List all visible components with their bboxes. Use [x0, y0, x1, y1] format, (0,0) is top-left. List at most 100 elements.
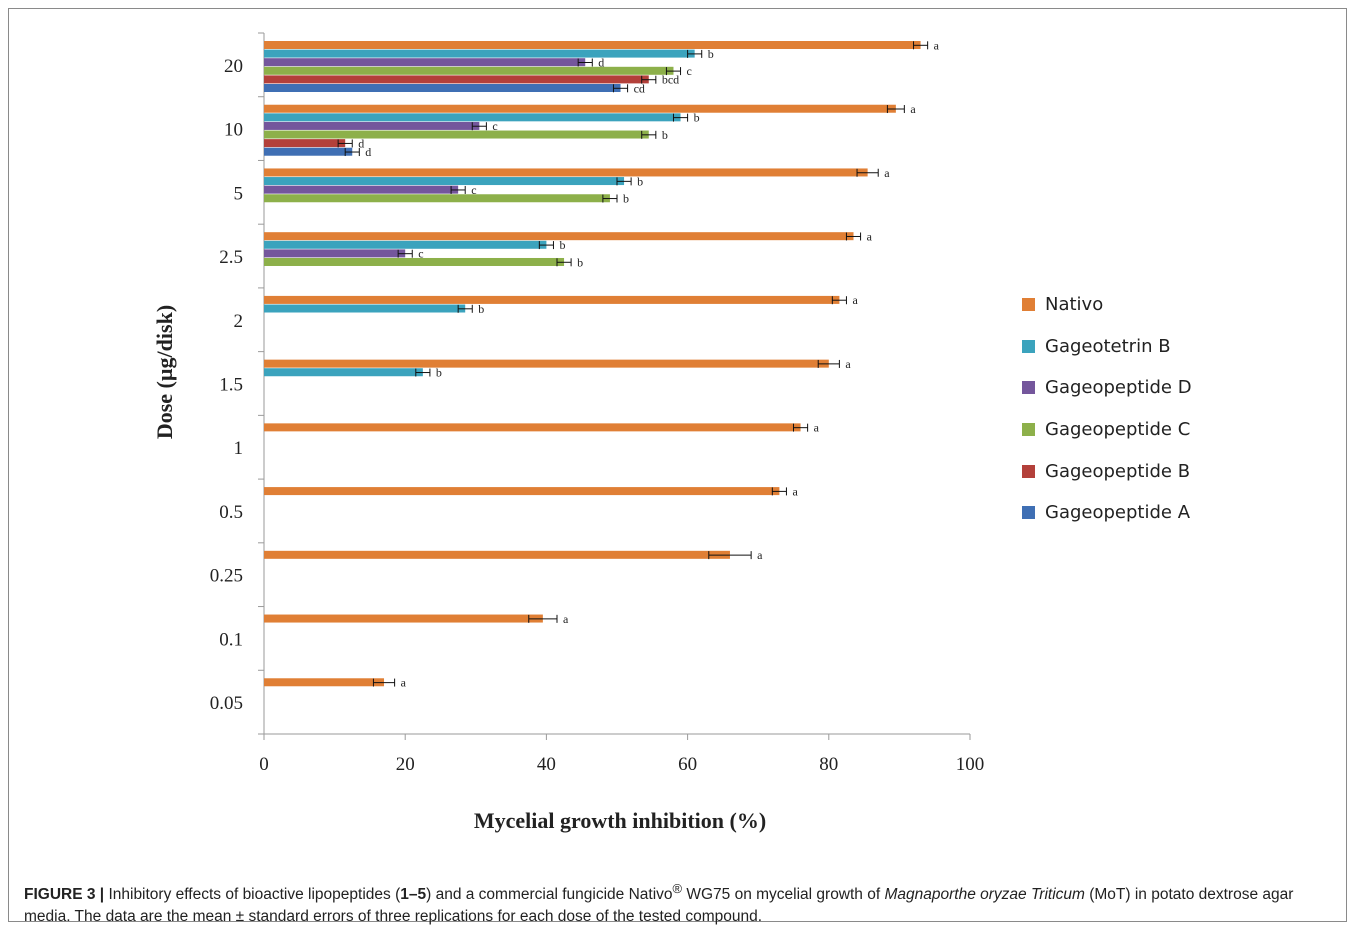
bar	[264, 66, 674, 75]
legend-entry: Gageopeptide A	[1022, 492, 1192, 534]
bar-chart: 0 20 40 60 80 100 20 10 5 2.5 2 1.5 1 0.5 0.25 0.1 0.05 a…	[152, 32, 985, 833]
bar	[264, 177, 625, 186]
caption-text-1: Inhibitory effects of bioactive lipopept…	[104, 886, 401, 904]
significance-label: c	[492, 119, 497, 133]
significance-label: b	[708, 47, 714, 61]
significance-label: d	[365, 145, 371, 159]
legend-swatch	[1022, 381, 1035, 395]
significance-label: bcd	[662, 73, 679, 87]
bar	[264, 41, 921, 49]
legend-entry: Gageopeptide D	[1022, 367, 1192, 409]
chart-legend: Nativo Gageotetrin B Gageopeptide D Gageope…	[1022, 284, 1192, 534]
caption-text-3: WG75 on mycelial growth of	[682, 886, 885, 904]
bar	[264, 249, 406, 258]
legend-entry: Gageopeptide B	[1022, 450, 1192, 492]
significance-label: a	[792, 484, 798, 498]
x-tick-label: 20	[396, 754, 415, 775]
y-tick-label: 20	[224, 56, 243, 77]
caption-text-2: ) and a commercial fungicide Nativo	[426, 886, 673, 904]
bar	[264, 194, 610, 203]
bar	[264, 614, 543, 623]
figure-frame	[8, 8, 1347, 922]
bar	[264, 130, 649, 139]
y-tick-label: 10	[224, 120, 243, 141]
significance-label: c	[471, 183, 476, 197]
bar	[264, 295, 840, 304]
significance-label: a	[934, 38, 940, 52]
legend-entry: Gageopeptide C	[1022, 409, 1192, 451]
x-tick-label: 40	[537, 754, 556, 775]
significance-label: a	[910, 102, 916, 116]
x-tick-label: 80	[819, 754, 838, 775]
caption-label: FIGURE 3 |	[24, 886, 105, 904]
x-axis-title: Mycelial growth inhibition (%)	[474, 808, 766, 833]
bar	[264, 257, 565, 266]
significance-label: b	[577, 255, 583, 269]
significance-label: b	[623, 192, 629, 206]
legend-swatch	[1022, 298, 1035, 312]
bar	[264, 84, 621, 92]
y-tick-label: 1.5	[219, 375, 243, 396]
bar	[264, 240, 547, 249]
bar	[264, 678, 385, 687]
significance-label: b	[559, 238, 565, 252]
y-tick-label: 1	[234, 438, 244, 459]
significance-label: cd	[634, 81, 645, 95]
legend-label: Gageopeptide B	[1045, 460, 1191, 482]
y-tick-label: 5	[234, 183, 244, 204]
significance-label: a	[401, 676, 407, 690]
significance-label: b	[637, 174, 643, 188]
bar	[264, 113, 681, 122]
bar	[264, 139, 346, 148]
caption-species: Magnaporthe oryzae Triticum	[884, 886, 1085, 904]
bar	[264, 75, 649, 84]
significance-label: b	[662, 128, 668, 142]
caption-text-4: (MoT) in potato dextrose agar media. The…	[24, 886, 1294, 926]
figure-caption: FIGURE 3 | Inhibitory effects of bioacti…	[24, 878, 1334, 928]
significance-label: a	[867, 229, 873, 243]
legend-label: Gageopeptide A	[1045, 502, 1191, 524]
significance-label: d	[358, 136, 364, 150]
y-tick-label: 2.5	[219, 247, 243, 268]
significance-label: a	[852, 293, 858, 307]
x-tick-label: 0	[259, 754, 269, 775]
legend-label: Nativo	[1045, 294, 1104, 316]
bar	[264, 232, 854, 241]
legend-label: Gageopeptide D	[1045, 377, 1192, 399]
legend-swatch	[1022, 464, 1035, 478]
y-tick-label: 0.05	[210, 693, 243, 714]
x-tick-label: 100	[956, 754, 985, 775]
bar	[264, 550, 730, 559]
legend-label: Gageopeptide C	[1045, 419, 1191, 441]
y-tick-label: 2	[234, 311, 244, 332]
bar	[264, 58, 586, 67]
bar	[264, 147, 353, 156]
bar	[264, 487, 780, 496]
significance-label: d	[598, 56, 604, 70]
significance-label: a	[884, 166, 890, 180]
y-tick-label: 0.25	[210, 566, 243, 587]
legend-swatch	[1022, 506, 1035, 520]
bar	[264, 121, 480, 130]
legend-swatch	[1022, 423, 1035, 437]
y-tick-label: 0.1	[219, 629, 243, 650]
y-axis-title: Dose (µg/disk)	[152, 305, 177, 439]
legend-entry: Nativo	[1022, 284, 1192, 326]
significance-label: a	[757, 548, 763, 562]
legend-entry: Gageotetrin B	[1022, 326, 1192, 368]
caption-compounds: 1–5	[400, 886, 427, 904]
x-tick-label: 60	[678, 754, 697, 775]
significance-label: b	[436, 366, 442, 380]
bar	[264, 49, 695, 58]
bar	[264, 359, 829, 368]
bar	[264, 185, 459, 194]
significance-label: a	[563, 612, 569, 626]
bar	[264, 168, 868, 177]
caption-registered-mark: ®	[672, 881, 683, 896]
significance-label: c	[418, 247, 423, 261]
significance-label: b	[478, 302, 484, 316]
bar	[264, 104, 896, 113]
bar	[264, 368, 423, 377]
bar	[264, 304, 466, 313]
legend-swatch	[1022, 339, 1035, 353]
